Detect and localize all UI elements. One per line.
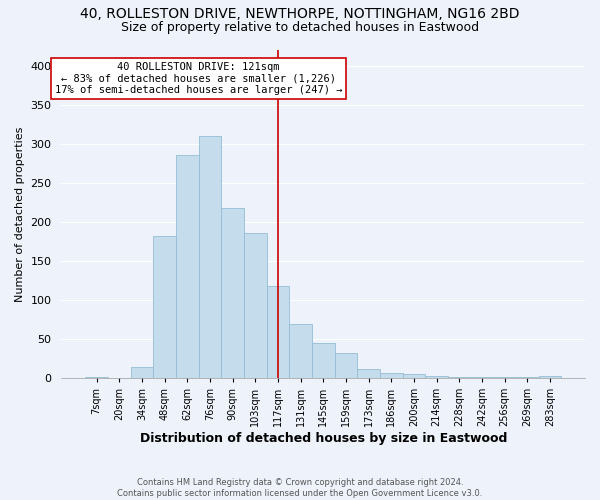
Text: 40, ROLLESTON DRIVE, NEWTHORPE, NOTTINGHAM, NG16 2BD: 40, ROLLESTON DRIVE, NEWTHORPE, NOTTINGH… <box>80 8 520 22</box>
Bar <box>244 233 266 378</box>
Text: Size of property relative to detached houses in Eastwood: Size of property relative to detached ho… <box>121 21 479 34</box>
Y-axis label: Number of detached properties: Number of detached properties <box>15 126 25 302</box>
Bar <box>199 136 221 378</box>
Bar <box>425 376 448 378</box>
Bar <box>312 343 335 378</box>
Text: Contains HM Land Registry data © Crown copyright and database right 2024.
Contai: Contains HM Land Registry data © Crown c… <box>118 478 482 498</box>
Bar <box>403 374 425 378</box>
Bar <box>131 367 153 378</box>
Bar <box>380 374 403 378</box>
Bar <box>335 353 357 378</box>
Bar <box>221 208 244 378</box>
X-axis label: Distribution of detached houses by size in Eastwood: Distribution of detached houses by size … <box>140 432 507 445</box>
Bar <box>266 286 289 378</box>
Bar <box>176 156 199 378</box>
Bar <box>153 236 176 378</box>
Bar <box>357 370 380 378</box>
Text: 40 ROLLESTON DRIVE: 121sqm
← 83% of detached houses are smaller (1,226)
17% of s: 40 ROLLESTON DRIVE: 121sqm ← 83% of deta… <box>55 62 342 95</box>
Bar <box>539 376 561 378</box>
Bar <box>289 324 312 378</box>
